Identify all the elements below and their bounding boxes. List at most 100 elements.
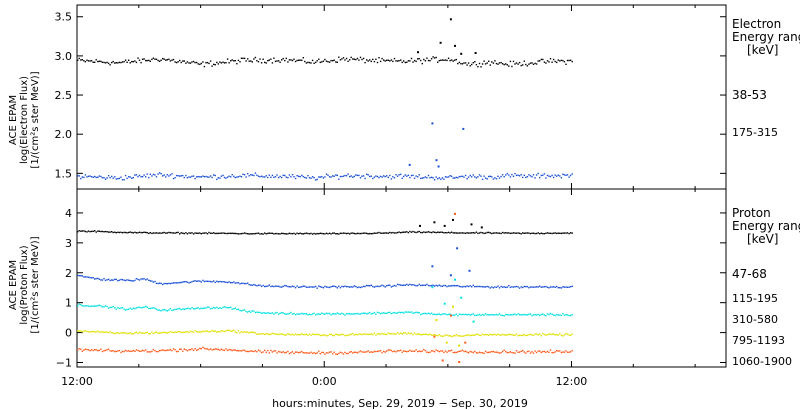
data-point [511, 232, 513, 234]
data-point [86, 231, 88, 233]
data-point [205, 280, 207, 282]
data-point [350, 286, 352, 288]
data-point [523, 351, 525, 353]
data-point [315, 333, 317, 336]
data-point [299, 59, 301, 61]
data-point [163, 331, 165, 334]
data-point [236, 308, 238, 311]
data-point [288, 312, 291, 315]
data-point [447, 285, 450, 287]
data-point [149, 232, 151, 234]
data-point [401, 333, 403, 335]
data-point [474, 334, 476, 336]
data-point [192, 233, 195, 235]
data-point [557, 232, 559, 234]
data-point [393, 311, 396, 314]
data-point [239, 309, 241, 312]
data-point [423, 284, 425, 286]
data-point [404, 231, 406, 233]
data-point [537, 60, 539, 62]
data-point [208, 280, 210, 283]
data-point [488, 334, 490, 336]
data-point [223, 306, 226, 308]
data-point [114, 332, 116, 335]
data-point [373, 176, 376, 178]
data-point [155, 350, 158, 353]
data-point [321, 232, 323, 235]
data-point [245, 60, 247, 62]
data-point [556, 61, 558, 64]
data-point [138, 279, 141, 281]
data-point [415, 311, 417, 313]
data-point [373, 286, 376, 288]
data-point [410, 174, 413, 177]
data-point [355, 285, 357, 288]
data-point [189, 62, 192, 64]
data-point [157, 350, 159, 353]
data-point [247, 173, 249, 175]
data-point [135, 61, 138, 64]
data-point [213, 232, 215, 234]
data-point [353, 58, 355, 60]
data-point [409, 349, 411, 352]
data-point [152, 232, 155, 234]
data-point [231, 282, 233, 284]
data-point [222, 281, 224, 283]
data-point [191, 307, 193, 309]
data-point [528, 232, 530, 234]
data-point [488, 60, 490, 62]
data-point [251, 331, 253, 334]
data-point [155, 331, 158, 333]
data-point [486, 351, 488, 354]
data-point [245, 310, 247, 313]
data-point [460, 335, 462, 337]
data-point [98, 331, 100, 333]
data-point [203, 330, 206, 333]
data-point [216, 61, 218, 64]
data-point [134, 332, 136, 334]
data-point [474, 286, 476, 288]
data-point [254, 232, 257, 235]
data-point [293, 334, 295, 336]
data-point [511, 65, 513, 68]
data-point [417, 333, 419, 335]
data-point [403, 312, 405, 314]
data-point [97, 349, 99, 352]
data-point [392, 176, 394, 178]
data-point [355, 58, 357, 61]
data-point [366, 333, 368, 335]
data-point [211, 281, 213, 283]
data-point [543, 233, 546, 235]
data-point [559, 314, 561, 316]
data-point [367, 312, 369, 315]
data-point [514, 63, 516, 65]
data-point [115, 232, 117, 234]
data-point [534, 177, 536, 179]
data-point [364, 177, 366, 180]
data-point [319, 232, 321, 234]
data-point [392, 285, 394, 287]
data-point [143, 231, 145, 233]
data-point [560, 351, 563, 354]
data-point [549, 175, 552, 178]
data-point [182, 350, 184, 352]
data-point [86, 305, 88, 307]
data-point [503, 334, 505, 336]
data-point [375, 334, 377, 336]
data-point [449, 232, 451, 234]
data-point [242, 309, 244, 311]
data-point [213, 280, 215, 282]
data-point [349, 175, 351, 178]
data-point [563, 174, 566, 176]
data-point [145, 59, 147, 62]
data-point [505, 232, 507, 234]
data-point [488, 286, 490, 288]
data-point [525, 285, 527, 288]
data-point [141, 176, 144, 178]
data-point [321, 334, 323, 337]
data-point [464, 232, 467, 234]
data-point [535, 232, 538, 235]
data-point [384, 312, 386, 315]
data-point [120, 176, 122, 178]
data-point [106, 305, 108, 308]
